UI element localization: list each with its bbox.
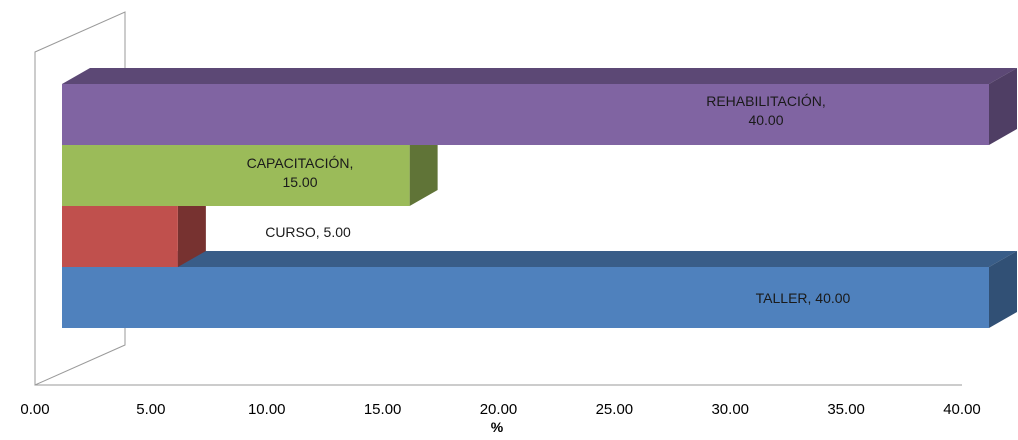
bar-front-face [62, 267, 989, 328]
bar-side-face [989, 251, 1017, 328]
x-tick-label: 30.00 [711, 401, 749, 418]
bars-group: TALLER, 40.00 CURSO, 5.00 CAPACITACIÓN, 15.… [62, 68, 1017, 328]
bar-top-face [62, 251, 1017, 267]
data-label-rehabilitación: REHABILITACIÓN, 40.00 [706, 93, 826, 128]
x-tick-label: 0.00 [20, 401, 49, 418]
data-label-curso: CURSO, 5.00 [265, 224, 351, 240]
bar-top-face [62, 68, 1017, 84]
data-label-capacitación: CAPACITACIÓN, 15.00 [247, 155, 354, 190]
side-wall [34, 11, 126, 386]
bar-rehabilitación [62, 68, 1017, 145]
bar-front-face [62, 206, 178, 267]
x-tick-label: 25.00 [596, 401, 634, 418]
x-axis-title: % [491, 419, 504, 435]
bar-side-face [409, 129, 438, 206]
bar-front-face [62, 84, 989, 145]
bar-front-face [62, 145, 410, 206]
x-tick-label: 40.00 [943, 401, 981, 418]
x-tick-label: 10.00 [248, 401, 286, 418]
bar-side-face [177, 190, 206, 267]
x-tick-label: 35.00 [827, 401, 865, 418]
bar-side-face [989, 68, 1017, 145]
x-tick-labels: 0.00 5.00 10.00 15.00 20.00 25.00 30.00 35.00 40… [20, 401, 980, 418]
x-tick-label: 5.00 [136, 401, 165, 418]
data-label-taller: TALLER, 40.00 [756, 290, 851, 306]
bar-taller [62, 251, 1017, 328]
x-tick-label: 15.00 [364, 401, 402, 418]
chart-walls [34, 11, 962, 386]
bar-curso [62, 190, 206, 267]
x-tick-label: 20.00 [480, 401, 518, 418]
